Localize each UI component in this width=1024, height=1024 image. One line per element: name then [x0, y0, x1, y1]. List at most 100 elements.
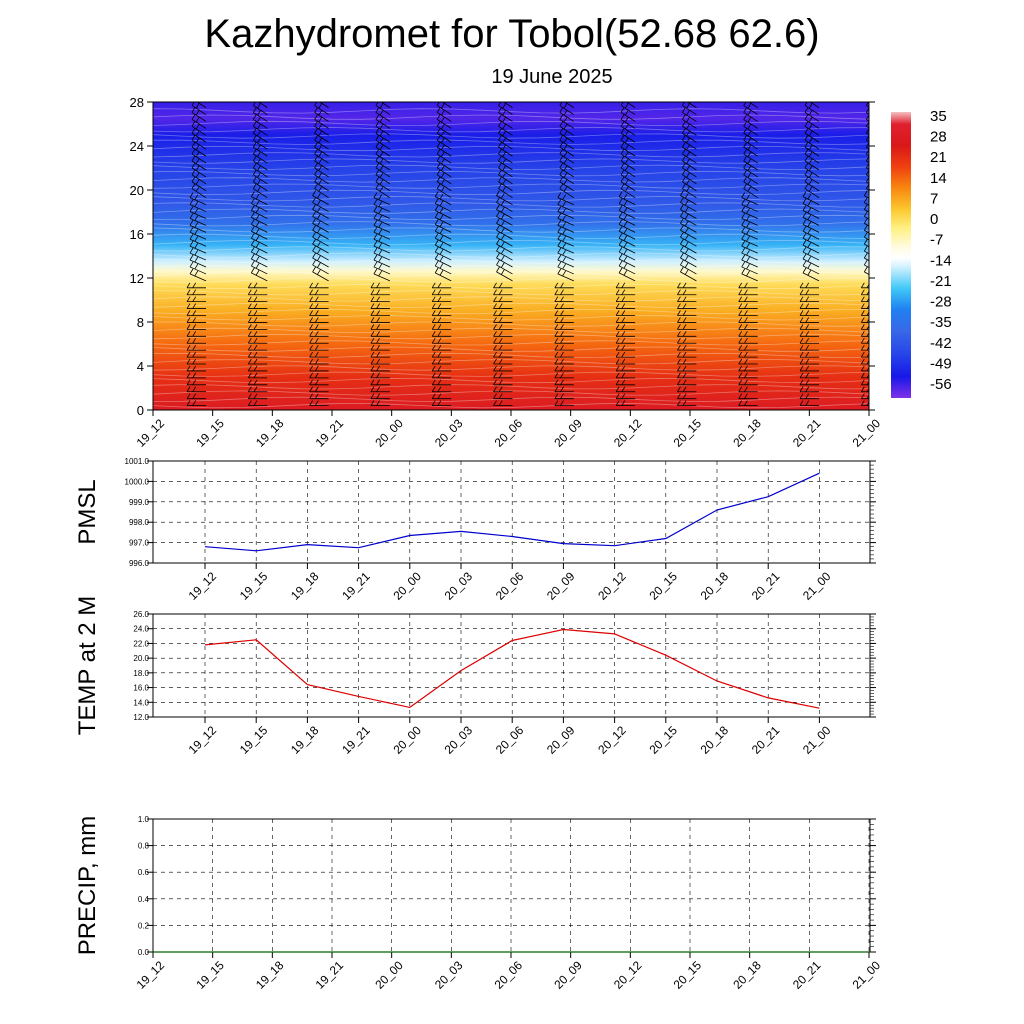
wind-barb [431, 372, 452, 379]
wind-barb [615, 358, 636, 365]
wind-barb [373, 261, 391, 275]
wind-barb [196, 102, 207, 108]
wind-barb [741, 240, 758, 254]
wind-barb [618, 239, 636, 254]
x-tick-label: 20_18 [698, 569, 732, 603]
wind-barb [189, 268, 207, 282]
wind-barb [493, 303, 513, 309]
wind-barb [434, 246, 452, 261]
x-tick-label: 20_12 [611, 958, 645, 992]
wind-barb [677, 331, 697, 337]
wind-barb [434, 260, 452, 275]
wind-barb [615, 282, 636, 289]
wind-barb [247, 303, 268, 309]
wind-barb [682, 141, 697, 157]
wind-barb [738, 379, 758, 386]
wind-barb [186, 289, 206, 296]
wind-barb [309, 289, 329, 296]
wind-barb [493, 400, 513, 406]
wind-barb [252, 176, 268, 192]
wind-barb [802, 219, 820, 233]
wind-barb [863, 245, 869, 255]
wind-barb [434, 212, 452, 226]
wind-barb [682, 155, 697, 171]
wind-barb [503, 102, 513, 108]
wind-barb [370, 303, 390, 309]
wind-barb [247, 379, 268, 386]
wind-barb [370, 358, 390, 365]
colorbar-label: 0 [930, 211, 938, 228]
wind-barb [314, 121, 329, 136]
wind-barb [559, 169, 575, 185]
wind-barb [436, 107, 452, 122]
wind-barb [496, 190, 513, 205]
wind-barb [799, 386, 819, 393]
wind-barb [799, 344, 819, 351]
wind-barb [677, 386, 697, 393]
wind-barb [189, 192, 207, 205]
y-tick-label: 0.8 [138, 842, 150, 851]
wind-barb [309, 358, 329, 365]
wind-barb [802, 246, 820, 261]
wind-barb [309, 282, 329, 289]
wind-barb [496, 218, 513, 233]
wind-barb [431, 344, 452, 351]
wind-barb [741, 199, 758, 212]
wind-barb [309, 400, 329, 406]
wind-barb [498, 162, 513, 178]
wind-barb [373, 247, 391, 261]
wind-barb [680, 190, 697, 205]
wind-barb [620, 148, 636, 164]
y-tick-label: 12 [130, 271, 144, 286]
wind-barb [799, 282, 819, 289]
y-tick-label: 26.0 [133, 610, 149, 619]
x-tick-label: 19_12 [134, 416, 168, 450]
wind-barb [799, 351, 819, 358]
wind-barb [380, 102, 391, 108]
wind-barb [618, 226, 636, 240]
wind-barb [498, 169, 513, 185]
wind-barb [314, 134, 329, 150]
wind-barb [373, 192, 391, 205]
wind-barb [436, 183, 452, 199]
wind-barb [436, 141, 452, 157]
wind-barb [252, 155, 268, 171]
wind-barb [557, 220, 574, 233]
wind-barb [191, 176, 207, 192]
wind-barb [863, 225, 869, 234]
x-tick-label: 20_03 [432, 416, 466, 450]
wind-barb [434, 253, 452, 268]
wind-barb [554, 365, 574, 372]
wind-barb [496, 197, 513, 212]
wind-barb [309, 372, 329, 379]
wind-barb [863, 232, 869, 241]
wind-barb [309, 310, 329, 316]
x-tick-label: 20_12 [611, 416, 645, 450]
wind-barb [557, 254, 574, 268]
wind-barb [370, 317, 390, 323]
wind-barb [557, 247, 574, 261]
wind-barb [496, 245, 513, 261]
wind-barb [738, 365, 758, 372]
wind-barb [191, 114, 207, 129]
wind-barb [620, 155, 636, 171]
wind-barb [554, 317, 574, 323]
wind-barb [738, 344, 758, 351]
wind-barb [370, 324, 390, 330]
colorbar-label: -14 [930, 252, 952, 269]
wind-barb [370, 365, 390, 372]
wind-barb [431, 324, 452, 330]
wind-barb [373, 213, 391, 226]
wind-barb [247, 310, 268, 316]
x-tick-label: 19_15 [237, 569, 271, 603]
wind-barb [559, 121, 575, 136]
wind-barb [496, 266, 513, 282]
wind-barb [620, 134, 636, 150]
wind-barb [554, 400, 574, 406]
x-tick-label: 20_06 [493, 569, 527, 603]
wind-barb [741, 213, 758, 226]
wind-barb [615, 365, 636, 372]
wind-barb [309, 324, 329, 330]
wind-barb [250, 219, 268, 233]
